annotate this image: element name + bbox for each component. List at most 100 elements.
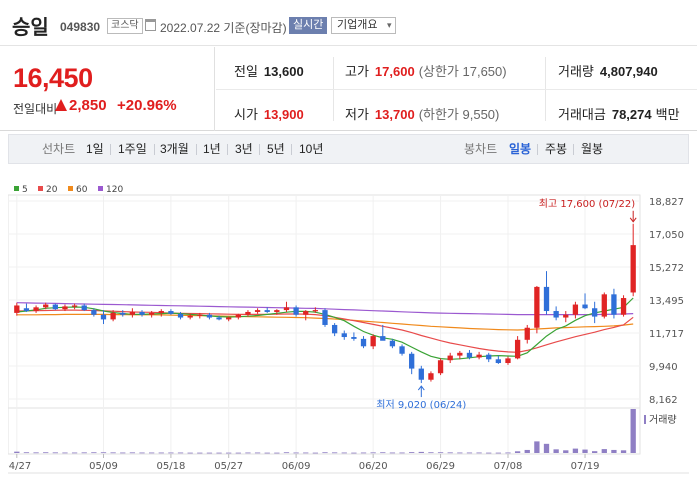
candle-body: [543, 286, 550, 312]
candle-body: [486, 354, 492, 360]
open-label: 시가: [234, 107, 258, 122]
volume-bar: [235, 452, 241, 454]
volume-bar: [380, 452, 386, 454]
candle-body: [428, 373, 434, 380]
high-marker-arrow: [629, 217, 637, 223]
low-label: 저가: [345, 107, 369, 122]
current-price-box: 16,450 전일대비 2,850 +20.96%: [0, 47, 215, 131]
x-tick-label: 06/09: [282, 461, 311, 472]
candle-body: [553, 311, 559, 318]
volume-bar: [582, 449, 588, 453]
volume-bar: [331, 452, 338, 454]
candle-body: [91, 310, 97, 315]
candle-body: [158, 311, 164, 313]
amount-unit: 백만: [655, 107, 680, 122]
volume-bar: [553, 449, 559, 453]
volume-bar: [23, 452, 30, 454]
high-price: 고가 17,600 (상한가 17,650): [345, 61, 507, 80]
volume-bar: [611, 449, 617, 453]
stock-name: 승일: [12, 17, 49, 39]
tab-1y[interactable]: 1년: [203, 142, 221, 156]
x-tick-label: 06/29: [426, 461, 455, 472]
volume-label: 거래량: [558, 64, 594, 79]
candle-body: [331, 324, 338, 334]
tab-3m[interactable]: 3개월: [160, 142, 189, 156]
trade-amount: 거래대금 78,274 백만: [558, 104, 680, 123]
high-annotation: 최고 17,600 (07/22): [539, 198, 635, 210]
volume-bar: [389, 452, 396, 454]
candle-body: [447, 355, 453, 361]
x-tick-label: 05/18: [156, 461, 185, 472]
candle-body: [23, 308, 30, 312]
low-marker-arrow: [417, 385, 425, 391]
company-info-dropdown[interactable]: 기업개요 ▾: [331, 17, 397, 34]
candlestick-chart-svg[interactable]: 5 20 60 120 18,827 17,050 15,272 13,495 11,717 9,…: [2, 177, 689, 474]
candle-body: [168, 311, 174, 314]
candle-chart-label: 봉차트: [464, 142, 498, 156]
candle-body: [370, 336, 376, 347]
volume-bar: [534, 441, 540, 453]
tab-1w[interactable]: 1주일: [118, 142, 147, 156]
low-annotation: 최저 9,020 (06/24): [376, 399, 466, 411]
tab-5y[interactable]: 5년: [267, 142, 285, 156]
calendar-icon: [145, 19, 156, 31]
candle-body: [226, 317, 232, 320]
y-tick-label: 8,162: [649, 395, 678, 406]
candle-body: [110, 312, 116, 320]
y-tick-label: 11,717: [649, 329, 684, 340]
candle-body: [254, 310, 261, 312]
stock-chart[interactable]: 5 20 60 120 18,827 17,050 15,272 13,495 11,717 9,…: [2, 177, 689, 474]
volume-bar: [158, 452, 164, 454]
volume-bar: [447, 452, 453, 454]
legend-swatch-60: [68, 186, 73, 191]
volume-bar: [216, 452, 222, 454]
chevron-down-icon: ▾: [386, 20, 392, 30]
candle-body: [206, 314, 213, 318]
candle-body: [524, 327, 530, 340]
candle-body: [235, 314, 241, 318]
candle-body: [52, 304, 58, 310]
candle-body: [601, 294, 607, 317]
tab-weekly[interactable]: 주봉: [545, 142, 568, 156]
change-label: 전일대비: [13, 102, 58, 116]
legend-label-120: 120: [106, 185, 123, 195]
prev-close-value: 13,600: [263, 64, 304, 79]
volume-bar: [630, 409, 636, 453]
company-info-label: 기업개요: [337, 19, 378, 31]
market-badge: 코스닥: [107, 18, 143, 34]
volume-bar: [572, 448, 579, 453]
candle-body: [216, 317, 222, 320]
volume-bar: [514, 451, 521, 453]
tab-1d[interactable]: 1일: [86, 142, 104, 156]
candle-body: [71, 305, 78, 307]
volume-bar: [264, 452, 270, 454]
tab-3y[interactable]: 3년: [235, 142, 253, 156]
volume-bar: [71, 452, 78, 454]
volume-bar: [168, 452, 174, 454]
volume-bar: [274, 452, 280, 454]
volume: 거래량 4,807,940: [558, 61, 658, 80]
candle-body: [120, 312, 126, 315]
volume-bar: [486, 452, 492, 454]
candle-body: [283, 307, 290, 311]
chart-period-tabs: 선차트 1일 1주일 3개월 1년 3년 5년 10년 봉차트 일봉 주봉 월봉: [8, 134, 689, 164]
volume-bar: [524, 449, 530, 453]
tab-10y[interactable]: 10년: [299, 142, 324, 156]
candle-body: [264, 310, 270, 312]
amount-value: 78,274: [611, 107, 652, 122]
candle-body: [322, 310, 328, 325]
x-tick-label: 06/20: [359, 461, 388, 472]
volume-bar: [437, 452, 444, 454]
candle-body: [418, 368, 424, 380]
candle-body: [630, 245, 636, 293]
legend-label-20: 20: [46, 185, 58, 195]
tab-monthly[interactable]: 월봉: [581, 142, 604, 156]
x-tick-label: 05/27: [214, 461, 243, 472]
tab-daily[interactable]: 일봉: [509, 142, 532, 156]
volume-bar: [110, 452, 116, 454]
realtime-button[interactable]: 실시간: [289, 17, 328, 34]
volume-bar: [187, 452, 193, 454]
candle-body: [43, 304, 49, 308]
current-price: 16,450: [13, 63, 93, 93]
candle-body: [620, 298, 627, 315]
